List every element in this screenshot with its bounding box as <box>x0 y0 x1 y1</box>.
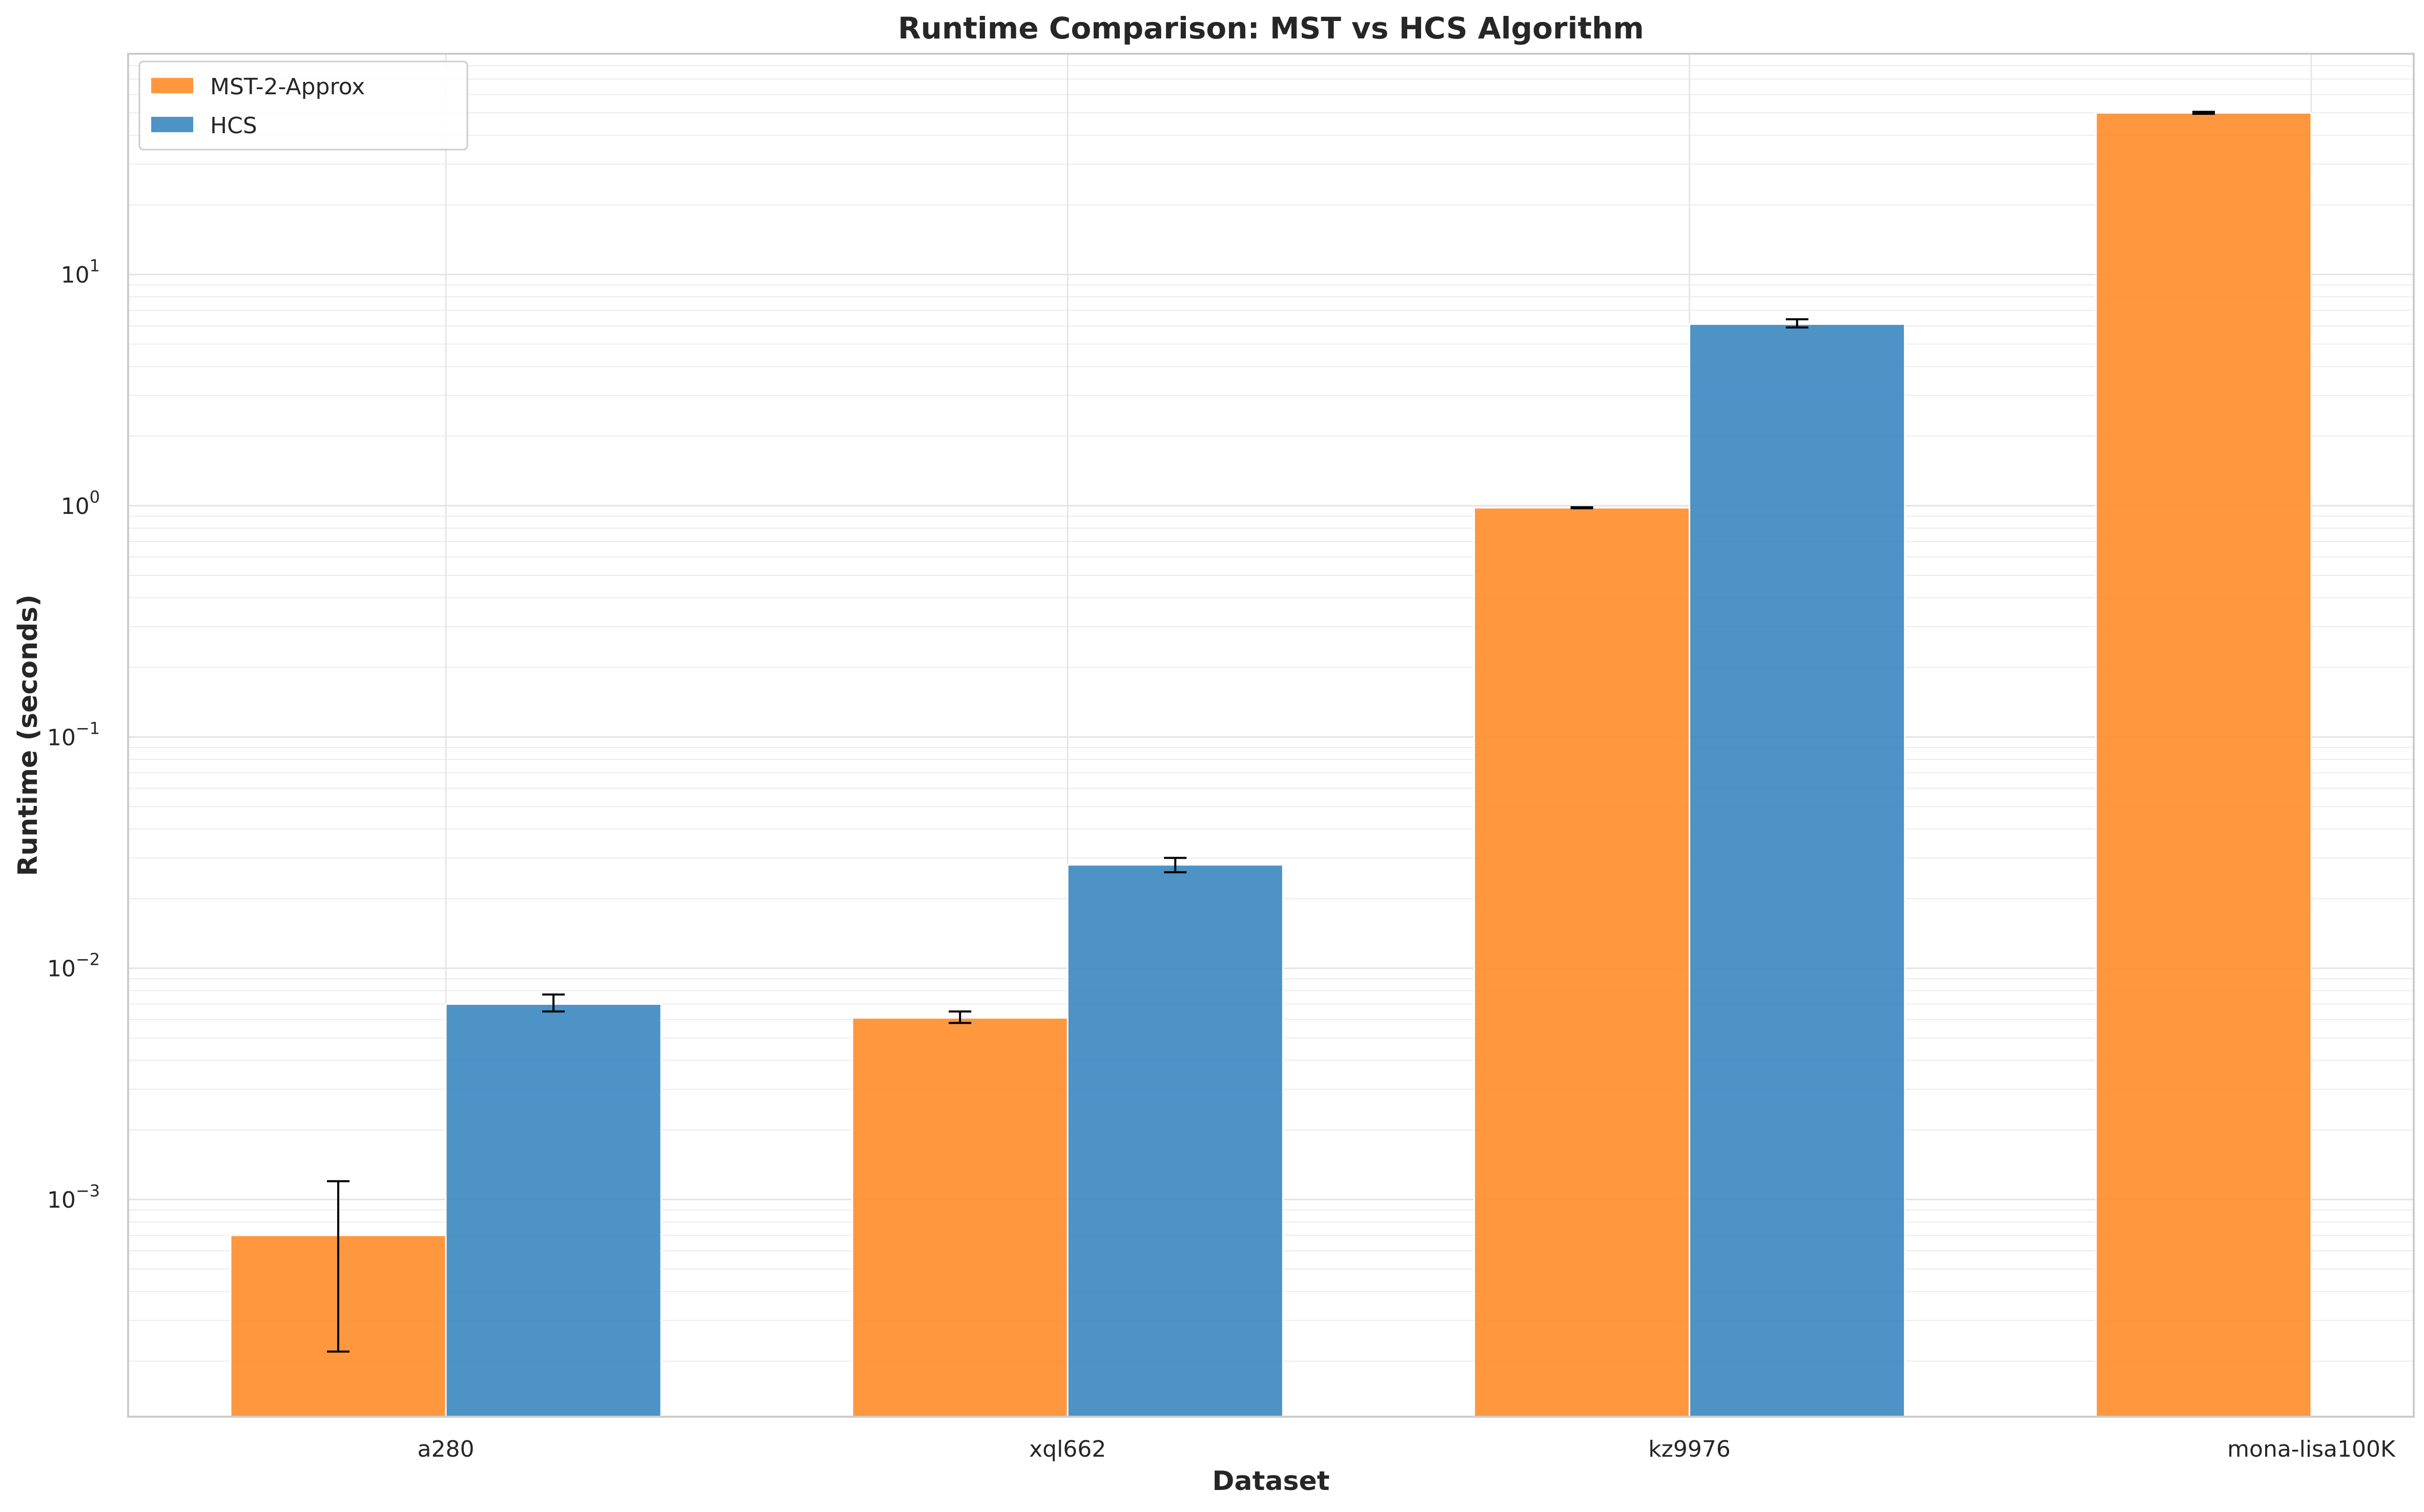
plot-frame <box>127 53 2415 1418</box>
error-bars <box>327 111 2215 1353</box>
y-tick-label: 10−3 <box>47 1181 100 1213</box>
bar-hcs-kz9976 <box>1689 323 1906 1418</box>
y-tick-label: 10−2 <box>47 950 100 982</box>
y-tick-label: 100 <box>61 487 100 520</box>
bar-mst-xql662 <box>851 1017 1069 1418</box>
bar-hcs-a280 <box>445 1003 662 1418</box>
bar-mst-mona-lisa100K <box>2095 112 2312 1418</box>
x-axis-label: Dataset <box>1212 1466 1329 1497</box>
legend-box <box>138 60 468 151</box>
legend-label-hcs: HCS <box>210 113 257 139</box>
legend-label-mst: MST-2-Approx <box>210 74 365 100</box>
y-axis-label: Runtime (seconds) <box>13 594 44 876</box>
y-tick-label: 101 <box>61 256 100 288</box>
bars <box>230 112 2312 1418</box>
y-tick-label: 10−1 <box>47 718 100 751</box>
legend-swatch-mst <box>151 78 193 93</box>
x-tick-label: mona-lisa100K <box>2227 1436 2396 1462</box>
bar-hcs-xql662 <box>1066 864 1284 1418</box>
legend: MST-2-Approx HCS <box>138 60 468 151</box>
legend-swatch-hcs <box>151 117 193 132</box>
y-tick-labels: 10−3 10−2 10−1 100 101 <box>47 256 100 1213</box>
x-tick-label: xql662 <box>1029 1436 1106 1462</box>
chart-title: Runtime Comparison: MST vs HCS Algorithm <box>898 11 1644 46</box>
bar-mst-kz9976 <box>1473 507 1691 1418</box>
x-tick-labels: a280 xql662 kz9976 mona-lisa100K <box>418 1436 2396 1462</box>
x-tick-label: kz9976 <box>1648 1436 1731 1462</box>
x-tick-label: a280 <box>418 1436 475 1462</box>
